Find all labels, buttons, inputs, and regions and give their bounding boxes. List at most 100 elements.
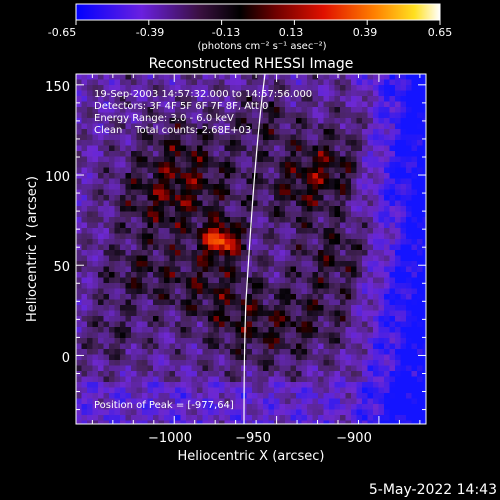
heatmap-cell	[208, 140, 214, 146]
heatmap-cell	[334, 382, 341, 388]
heatmap-cell	[230, 338, 236, 344]
heatmap-cell	[318, 189, 324, 196]
heatmap-cell	[307, 101, 313, 108]
heatmap-cell	[125, 90, 132, 97]
heatmap-cell	[186, 162, 192, 168]
heatmap-cell	[81, 376, 88, 383]
heatmap-cell	[208, 189, 214, 196]
heatmap-cell	[406, 90, 412, 97]
heatmap-cell	[125, 206, 132, 212]
heatmap-cell	[142, 310, 148, 317]
heatmap-cell	[329, 233, 335, 240]
heatmap-cell	[81, 167, 88, 174]
heatmap-cell	[384, 244, 390, 251]
heatmap-cell	[340, 376, 346, 383]
heatmap-cell	[340, 305, 346, 311]
heatmap-cell	[356, 233, 363, 240]
heatmap-cell	[296, 288, 302, 295]
heatmap-cell	[285, 272, 291, 278]
heatmap-cell	[389, 173, 396, 179]
heatmap-cell	[329, 217, 335, 223]
heatmap-cell	[411, 90, 418, 97]
heatmap-cell	[224, 90, 231, 97]
heatmap-cell	[279, 387, 286, 394]
heatmap-cell	[257, 90, 264, 97]
heatmap-cell	[153, 404, 159, 410]
heatmap-cell	[219, 387, 225, 394]
heatmap-cell	[180, 173, 187, 179]
heatmap-cell	[307, 376, 313, 383]
heatmap-cell	[356, 189, 363, 196]
heatmap-cell	[213, 96, 220, 102]
heatmap-cell	[296, 101, 302, 108]
heatmap-cell	[131, 123, 137, 130]
heatmap-cell	[92, 156, 99, 163]
heatmap-cell	[114, 305, 121, 311]
heatmap-cell	[318, 156, 324, 163]
heatmap-cell	[279, 85, 286, 91]
heatmap-cell	[318, 239, 324, 245]
heatmap-cell	[142, 382, 148, 388]
heatmap-cell	[120, 156, 126, 163]
heatmap-cell	[307, 415, 313, 421]
heatmap-cell	[329, 244, 335, 251]
heatmap-cell	[197, 129, 203, 135]
heatmap-cell	[268, 250, 275, 256]
heatmap-cell	[120, 85, 126, 91]
heatmap-cell	[318, 178, 324, 185]
heatmap-cell	[268, 404, 275, 410]
heatmap-cell	[274, 222, 280, 229]
heatmap-cell	[323, 250, 330, 256]
heatmap-cell	[411, 184, 418, 190]
heatmap-cell	[263, 178, 269, 185]
heatmap-cell	[307, 316, 313, 322]
heatmap-cell	[153, 409, 159, 416]
heatmap-cell	[400, 140, 407, 146]
heatmap-cell	[241, 118, 247, 124]
heatmap-cell	[180, 233, 187, 240]
heatmap-cell	[164, 112, 170, 119]
heatmap-cell	[367, 371, 374, 377]
heatmap-cell	[301, 145, 308, 152]
heatmap-cell	[406, 156, 412, 163]
heatmap-cell	[378, 277, 385, 284]
heatmap-cell	[186, 288, 192, 295]
heatmap-cell	[120, 321, 126, 328]
heatmap-cell	[417, 211, 423, 218]
heatmap-cell	[120, 327, 126, 333]
heatmap-cell	[329, 409, 335, 416]
heatmap-cell	[257, 250, 264, 256]
heatmap-cell	[191, 360, 198, 366]
heatmap-cell	[285, 415, 291, 421]
heatmap-cell	[312, 211, 319, 218]
heatmap-cell	[417, 101, 423, 108]
heatmap-cell	[323, 299, 330, 306]
heatmap-cell	[169, 134, 176, 141]
heatmap-cell	[202, 283, 209, 289]
heatmap-cell	[76, 343, 82, 350]
heatmap-cell	[153, 343, 159, 350]
heatmap-cell	[378, 129, 385, 135]
heatmap-cell	[169, 272, 176, 278]
heatmap-cell	[373, 371, 379, 377]
heatmap-cell	[323, 294, 330, 300]
heatmap-cell	[230, 310, 236, 317]
heatmap-cell	[274, 371, 280, 377]
heatmap-cell	[290, 404, 297, 410]
heatmap-cell	[395, 299, 401, 306]
heatmap-cell	[164, 250, 170, 256]
heatmap-cell	[169, 288, 176, 295]
heatmap-cell	[175, 101, 181, 108]
heatmap-cell	[120, 415, 126, 421]
heatmap-cell	[241, 200, 247, 207]
heatmap-cell	[296, 376, 302, 383]
heatmap-cell	[279, 239, 286, 245]
heatmap-cell	[279, 398, 286, 405]
heatmap-cell	[76, 250, 82, 256]
heatmap-cell	[318, 233, 324, 240]
heatmap-cell	[241, 332, 247, 339]
heatmap-cell	[257, 211, 264, 218]
heatmap-cell	[213, 239, 220, 245]
heatmap-cell	[323, 404, 330, 410]
heatmap-cell	[296, 354, 302, 361]
